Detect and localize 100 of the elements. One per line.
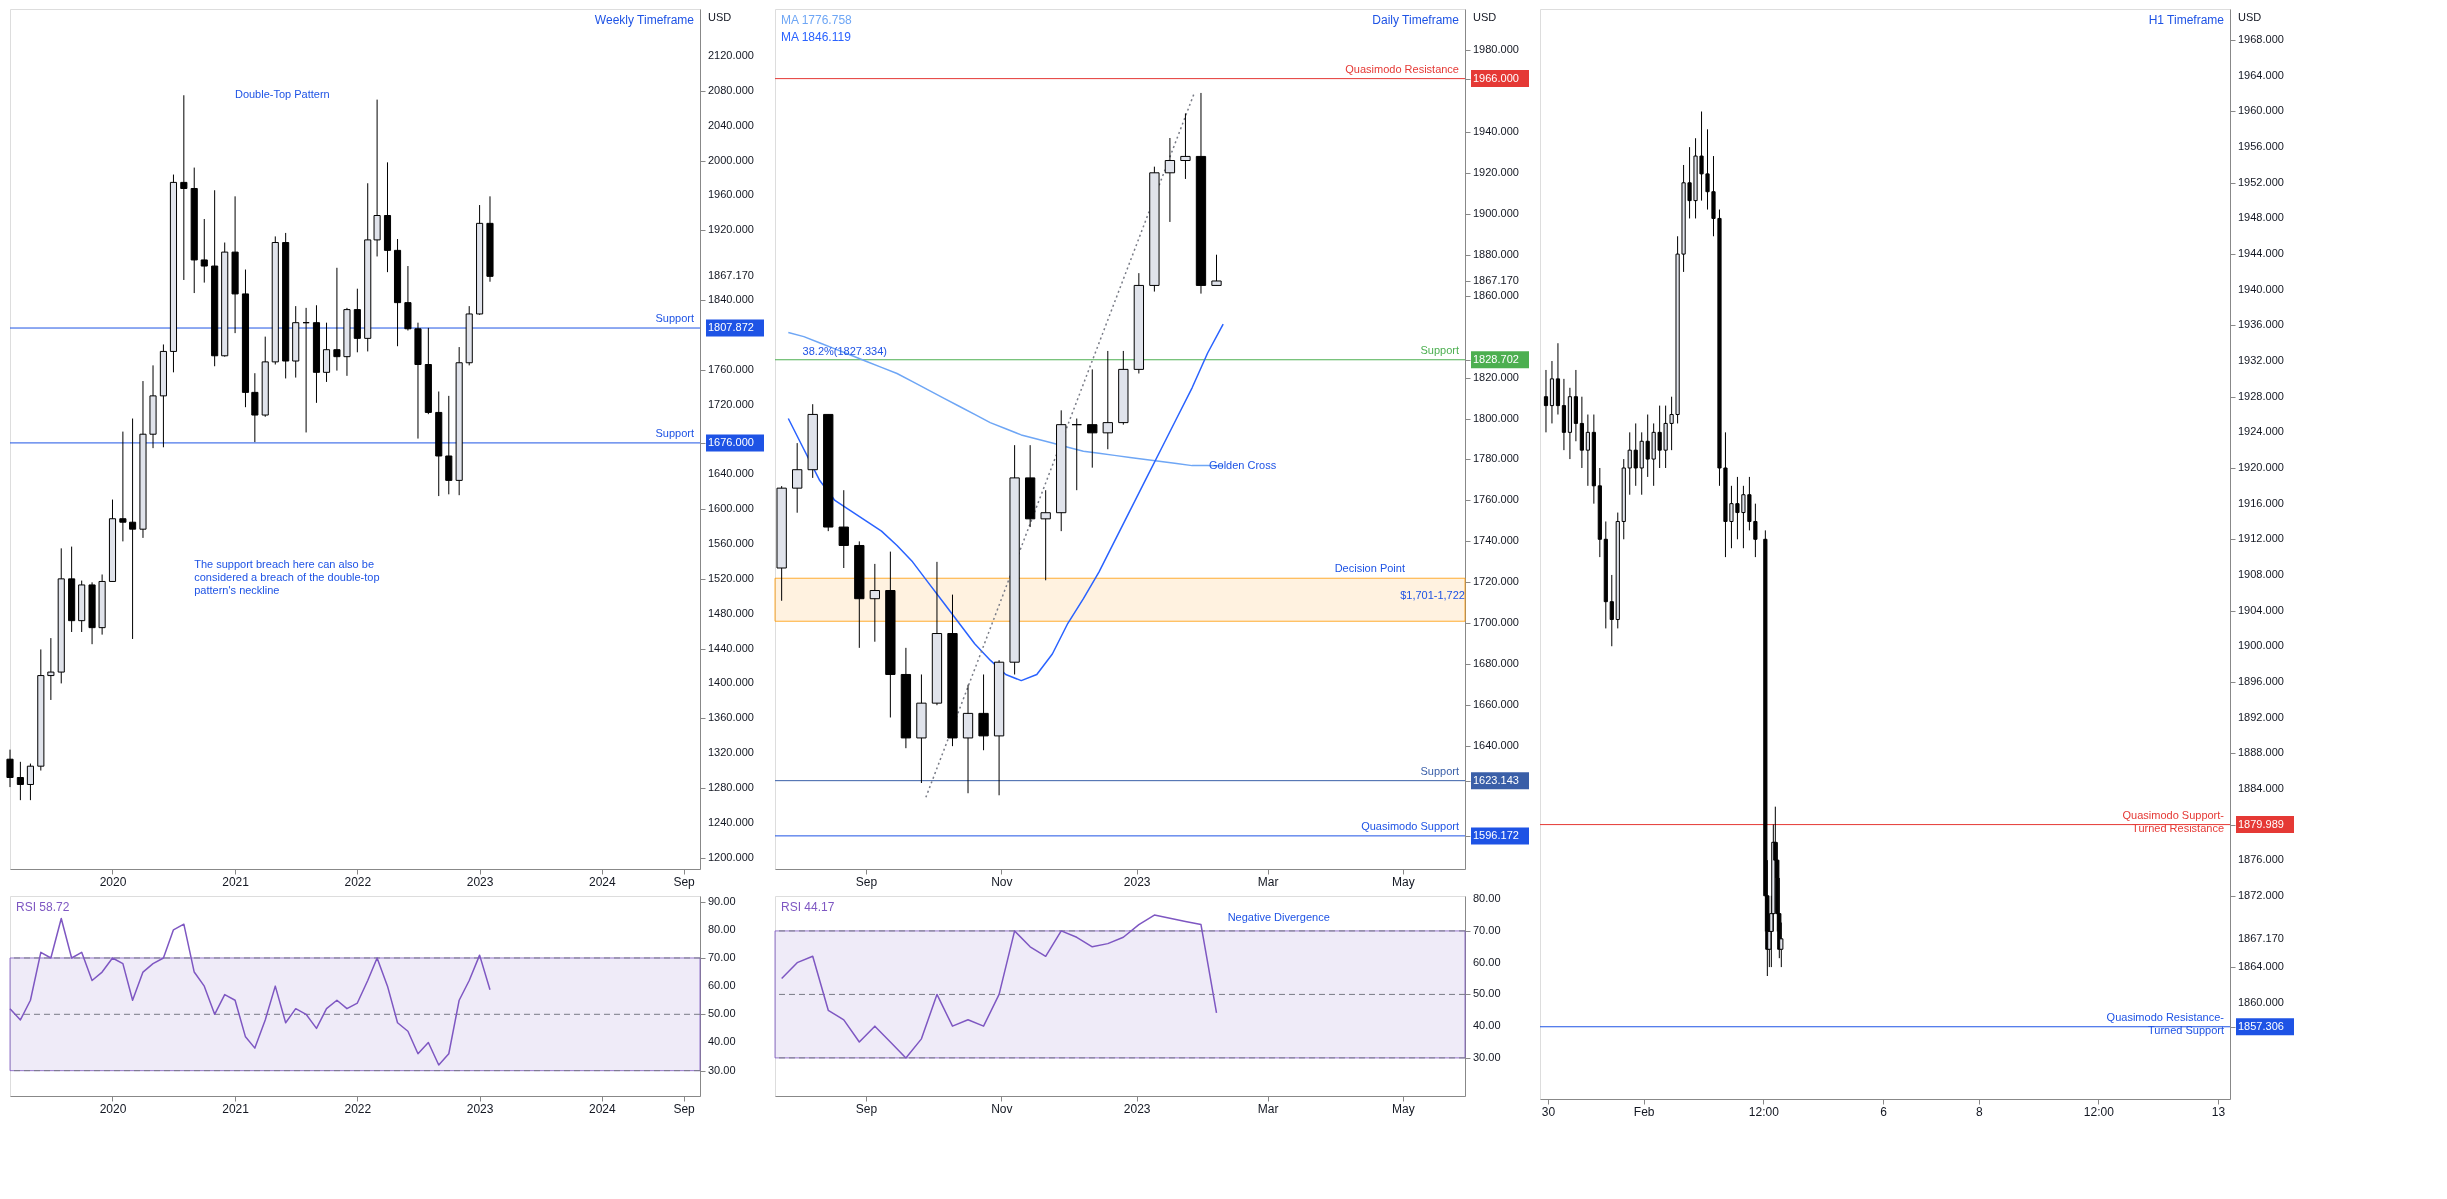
y-tick-label: 1896.000 <box>2238 674 2284 687</box>
y-tick-label: 1944.000 <box>2238 247 2284 260</box>
y-tick-label: 1966.000 <box>1473 71 1519 84</box>
y-tick-label: 2040.000 <box>708 118 754 131</box>
y-tick-label: 1828.702 <box>1473 352 1519 365</box>
y-tick-label: 1867.170 <box>2238 931 2284 944</box>
y-tick-label: 1807.872 <box>708 321 754 334</box>
x-tick-label: 2023 <box>1123 874 1151 889</box>
x-tick-label: Sep <box>673 874 696 889</box>
x-tick-label: Mar <box>1257 874 1279 889</box>
y-tick-label: 1640.000 <box>1473 739 1519 752</box>
y-tick-label: 1920.000 <box>1473 165 1519 178</box>
y-tick-label: 1960.000 <box>2238 104 2284 117</box>
candlestick <box>119 431 127 542</box>
candlestick <box>1071 418 1082 491</box>
candlestick <box>978 673 989 751</box>
y-tick-label: 1700.000 <box>1473 616 1519 629</box>
candlestick <box>180 94 188 281</box>
y-tick-label: 1280.000 <box>708 780 754 793</box>
candlestick <box>251 372 259 443</box>
x-tick-label: May <box>1392 874 1415 889</box>
text: MA 1776.758 <box>781 13 853 27</box>
y-tick-label: 1200.000 <box>708 850 754 863</box>
candlestick <box>869 563 880 643</box>
y-tick-label: 1857.306 <box>2238 1019 2284 1032</box>
y-tick-label: 1867.170 <box>708 269 754 282</box>
y-tick-label: 1680.000 <box>1473 657 1519 670</box>
y-tick-label: 40.00 <box>1473 1019 1501 1032</box>
y-tick-label: 1720.000 <box>708 397 754 410</box>
y-tick-label: 50.00 <box>708 1007 736 1020</box>
x-tick-label: 2023 <box>1123 1101 1151 1116</box>
y-tick-label: 1900.000 <box>2238 639 2284 652</box>
ref-line-label: Quasimodo Resistance <box>1345 62 1459 75</box>
band-label: Decision Point <box>1334 562 1405 575</box>
x-tick-label: 2021 <box>222 874 250 889</box>
y-tick-label: 1720.000 <box>1473 575 1519 588</box>
x-tick-label: 8 <box>1975 1104 1983 1119</box>
y-tick-label: 1980.000 <box>1473 42 1519 55</box>
series-label: RSI 58.72 <box>16 900 70 914</box>
y-tick-label: 1932.000 <box>2238 354 2284 367</box>
x-tick-label: May <box>1392 1101 1415 1116</box>
candlestick <box>322 322 331 383</box>
candlestick <box>16 761 24 801</box>
candlestick <box>333 267 341 372</box>
y-tick-label: 60.00 <box>708 979 736 992</box>
ref-line-label: Support <box>1420 343 1459 356</box>
candlestick <box>1543 369 1549 433</box>
x-tick-label: Feb <box>1633 1104 1655 1119</box>
x-tick-label: Sep <box>855 874 878 889</box>
x-tick-label: 2020 <box>99 874 127 889</box>
chart-title: H1 Timeframe <box>2148 13 2225 27</box>
text: RSI 44.17 <box>781 900 835 914</box>
y-tick-label: 1952.000 <box>2238 175 2284 188</box>
ref-line-label: Quasimodo Support- Turned Resistance <box>2122 808 2225 834</box>
x-tick-label: Sep <box>673 1101 696 1116</box>
y-tick-label: 40.00 <box>708 1035 736 1048</box>
y-tick-label: 1800.000 <box>1473 411 1519 424</box>
candlestick <box>1102 350 1113 450</box>
y-tick-label: 1740.000 <box>1473 534 1519 547</box>
y-tick-label: 80.00 <box>1473 892 1501 905</box>
y-tick-label: 1904.000 <box>2238 603 2284 616</box>
y-tick-label: 1964.000 <box>2238 68 2284 81</box>
candlestick <box>26 763 34 801</box>
candlestick <box>1164 137 1176 223</box>
x-tick-label: 2024 <box>589 874 617 889</box>
y-tick-label: 1864.000 <box>2238 960 2284 973</box>
y-tick-label: 1940.000 <box>2238 282 2284 295</box>
x-tick-label: 13 <box>2211 1104 2226 1119</box>
y-axis-title: USD <box>1473 11 1497 23</box>
y-tick-label: 1884.000 <box>2238 781 2284 794</box>
y-tick-label: 1928.000 <box>2238 389 2284 402</box>
candlestick <box>1609 574 1614 647</box>
y-tick-label: 70.00 <box>708 950 736 963</box>
y-tick-label: 1760.000 <box>1473 493 1519 506</box>
y-tick-label: 80.00 <box>708 922 736 935</box>
y-tick-label: 1880.000 <box>1473 247 1519 260</box>
annotation: Double-Top Pattern <box>234 88 330 100</box>
x-tick-label: 2022 <box>344 874 372 889</box>
y-tick-label: 1872.000 <box>2238 888 2284 901</box>
x-tick-label: 2021 <box>222 1101 250 1116</box>
y-tick-label: 1908.000 <box>2238 567 2284 580</box>
candlestick <box>47 637 55 701</box>
x-tick-label: Mar <box>1257 1101 1279 1116</box>
y-tick-label: 1360.000 <box>708 711 754 724</box>
y-tick-label: 1912.000 <box>2238 532 2284 545</box>
y-tick-label: 1920.000 <box>2238 460 2284 473</box>
candlestick <box>838 489 849 569</box>
y-tick-label: 1840.000 <box>708 293 754 306</box>
x-tick-label: 2022 <box>344 1101 372 1116</box>
y-tick-label: 1640.000 <box>708 467 754 480</box>
y-tick-label: 1920.000 <box>708 223 754 236</box>
line-series <box>780 914 1218 1059</box>
y-tick-label: 1760.000 <box>708 362 754 375</box>
x-tick-label: 2024 <box>589 1101 617 1116</box>
y-tick-label: 1960.000 <box>708 188 754 201</box>
y-tick-label: 1780.000 <box>1473 452 1519 465</box>
annotation: Golden Cross <box>1208 458 1277 471</box>
y-tick-label: 1888.000 <box>2238 746 2284 759</box>
ref-line-label: Support <box>655 426 694 439</box>
candlestick <box>1211 254 1222 286</box>
